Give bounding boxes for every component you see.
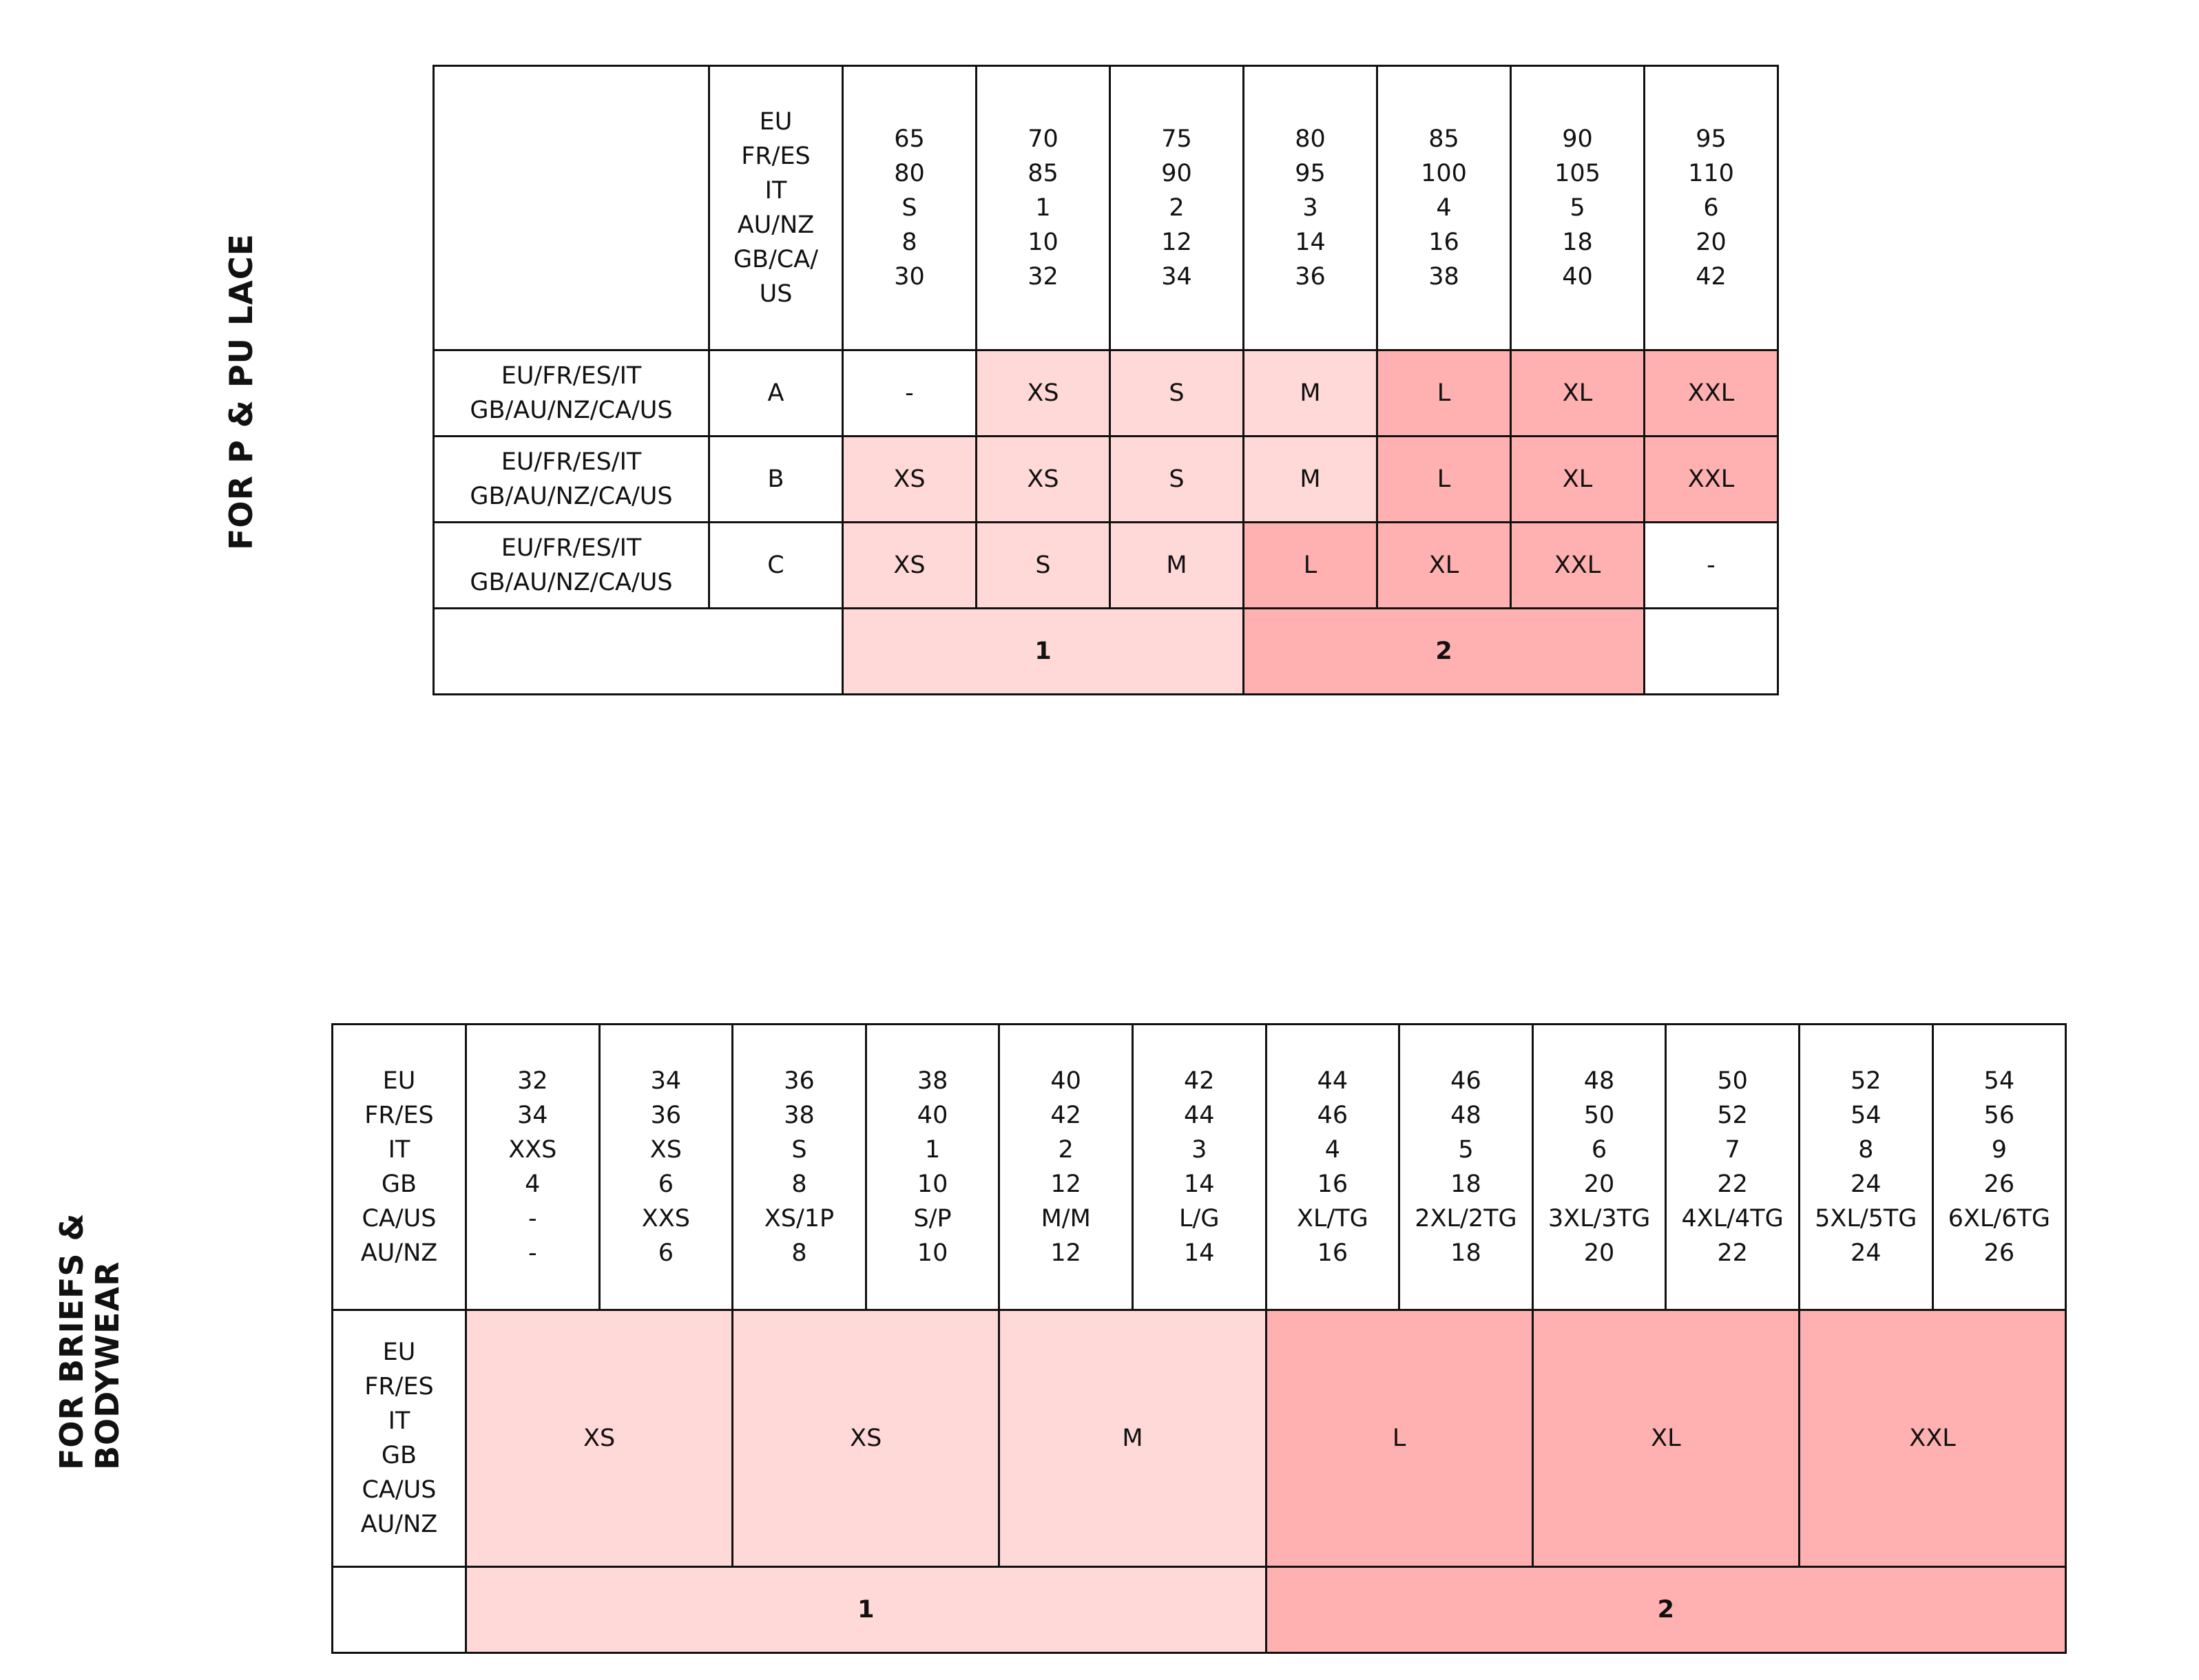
size-cell: M xyxy=(1109,521,1244,609)
size-cell: XL xyxy=(1510,435,1645,523)
band-size-header: 80 95 3 14 36 xyxy=(1242,65,1378,351)
size-cell: S xyxy=(1109,349,1244,437)
size-cell: XXL xyxy=(1643,435,1779,523)
size-row: EU FR/ES IT GB CA/US AU/NZ XS XS M L XL XXL xyxy=(331,1309,2067,1568)
region-label-cell: EU FR/ES IT GB CA/US AU/NZ xyxy=(331,1309,467,1568)
size-cell: M xyxy=(1242,349,1378,437)
size-cell: L xyxy=(1376,435,1512,523)
size-cell: XS xyxy=(975,349,1111,437)
size-header: 50 52 7 22 4XL/4TG 22 xyxy=(1665,1023,1800,1311)
size-cell: - xyxy=(1643,521,1779,609)
size-cell: XL xyxy=(1376,521,1512,609)
size-header: 32 34 XXS 4 - - xyxy=(465,1023,601,1311)
size-header: 42 44 3 14 L/G 14 xyxy=(1131,1023,1267,1311)
size-header: 48 50 6 20 3XL/3TG 20 xyxy=(1531,1023,1667,1311)
cup-row: EU/FR/ES/IT GB/AU/NZ/CA/US B XS XS S M L XL XXL xyxy=(432,435,1779,523)
group-cell: 2 xyxy=(1264,1566,2067,1654)
band-size-header: 65 80 S 8 30 xyxy=(842,65,977,351)
size-header: 40 42 2 12 M/M 12 xyxy=(998,1023,1134,1311)
region-label-cell: EU/FR/ES/IT GB/AU/NZ/CA/US xyxy=(432,435,710,523)
group-cell xyxy=(331,1566,467,1654)
cup-cell: A xyxy=(708,349,844,437)
size-cell: XS xyxy=(842,521,977,609)
header-row: EU FR/ES IT AU/NZ GB/CA/ US 65 80 S 8 30 7… xyxy=(432,65,1779,351)
region-label-cell: EU/FR/ES/IT GB/AU/NZ/CA/US xyxy=(432,349,710,437)
size-cell: XS xyxy=(975,435,1111,523)
empty-corner-cell xyxy=(432,65,710,351)
section-label-briefs: FOR BRIEFS & BODYWEAR xyxy=(53,1212,126,1470)
band-size-header: 70 85 1 10 32 xyxy=(975,65,1111,351)
size-cell: L xyxy=(1242,521,1378,609)
size-header: 44 46 4 16 XL/TG 16 xyxy=(1264,1023,1401,1311)
size-cell: XS xyxy=(842,435,977,523)
size-header: 54 56 9 26 6XL/6TG 26 xyxy=(1931,1023,2067,1311)
size-header: 38 40 1 10 S/P 10 xyxy=(864,1023,1001,1311)
group-cell xyxy=(1643,607,1779,695)
band-size-header: 75 90 2 12 34 xyxy=(1109,65,1244,351)
size-cell: L xyxy=(1376,349,1512,437)
size-cell: XS xyxy=(464,1309,734,1568)
size-cell: XL xyxy=(1531,1309,1800,1568)
size-cell: - xyxy=(842,349,977,437)
cup-cell: C xyxy=(708,521,844,609)
band-size-header: 85 100 4 16 38 xyxy=(1376,65,1512,351)
size-header: 52 54 8 24 5XL/5TG 24 xyxy=(1797,1023,1934,1311)
cup-cell: B xyxy=(708,435,844,523)
cup-row: EU/FR/ES/IT GB/AU/NZ/CA/US C XS S M L XL XXL - xyxy=(432,521,1779,609)
section-label-bra: FOR P & PU LACE xyxy=(222,233,260,550)
size-cell: XXL xyxy=(1510,521,1645,609)
size-cell: S xyxy=(975,521,1111,609)
cup-row: EU/FR/ES/IT GB/AU/NZ/CA/US A - XS S M L XL XXL xyxy=(432,349,1779,437)
group-cell: 2 xyxy=(1242,607,1645,695)
size-cell: M xyxy=(1242,435,1378,523)
size-cell: S xyxy=(1109,435,1244,523)
size-cell: XXL xyxy=(1797,1309,2067,1568)
band-size-header: 95 110 6 20 42 xyxy=(1643,65,1779,351)
region-header-cell: EU FR/ES IT GB CA/US AU/NZ xyxy=(331,1023,467,1311)
header-row: EU FR/ES IT GB CA/US AU/NZ 32 34 XXS 4 - … xyxy=(331,1023,2067,1311)
group-cell xyxy=(432,607,844,695)
group-cell: 1 xyxy=(465,1566,1267,1654)
band-size-header: 90 105 5 18 40 xyxy=(1510,65,1645,351)
size-header: 34 36 XS 6 XXS 6 xyxy=(598,1023,734,1311)
size-header: 36 38 S 8 XS/1P 8 xyxy=(731,1023,867,1311)
region-label-cell: EU/FR/ES/IT GB/AU/NZ/CA/US xyxy=(432,521,710,609)
briefs-size-table: EU FR/ES IT GB CA/US AU/NZ 32 34 XXS 4 - … xyxy=(331,1023,2067,1654)
size-cell: XL xyxy=(1510,349,1645,437)
region-header-cell: EU FR/ES IT AU/NZ GB/CA/ US xyxy=(708,65,844,351)
group-cell: 1 xyxy=(842,607,1244,695)
size-header: 46 48 5 18 2XL/2TG 18 xyxy=(1398,1023,1534,1311)
size-cell: XXL xyxy=(1643,349,1779,437)
size-cell: M xyxy=(998,1309,1267,1568)
size-cell: L xyxy=(1264,1309,1534,1568)
size-cell: XS xyxy=(731,1309,1001,1568)
bra-size-table: EU FR/ES IT AU/NZ GB/CA/ US 65 80 S 8 30 7… xyxy=(432,65,1779,695)
